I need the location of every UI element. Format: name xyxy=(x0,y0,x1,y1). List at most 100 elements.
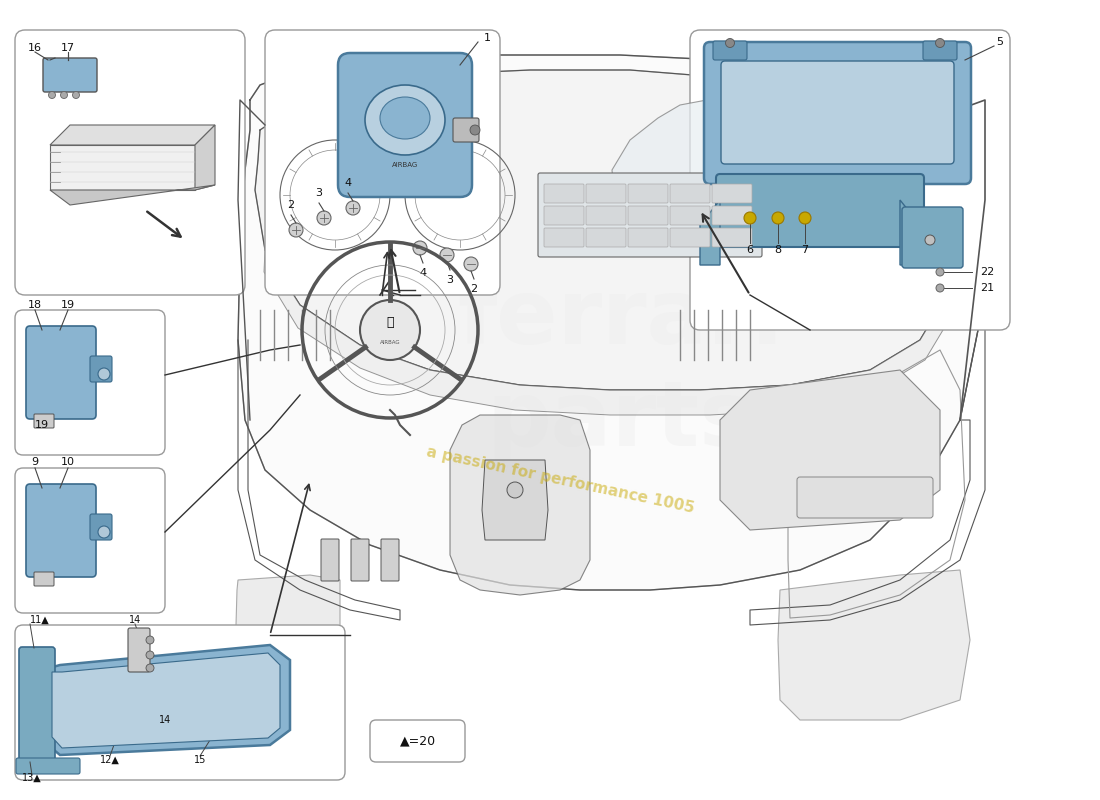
Text: ferrari
parts: ferrari parts xyxy=(458,275,783,465)
Circle shape xyxy=(360,300,420,360)
FancyBboxPatch shape xyxy=(628,184,668,203)
FancyBboxPatch shape xyxy=(670,206,710,225)
Polygon shape xyxy=(235,575,340,730)
Circle shape xyxy=(146,636,154,644)
Ellipse shape xyxy=(379,97,430,139)
Text: 10: 10 xyxy=(60,457,75,467)
FancyBboxPatch shape xyxy=(798,477,933,518)
FancyBboxPatch shape xyxy=(586,228,626,247)
FancyBboxPatch shape xyxy=(370,720,465,762)
Text: 3: 3 xyxy=(316,188,322,198)
FancyBboxPatch shape xyxy=(712,228,752,247)
Polygon shape xyxy=(612,90,920,238)
FancyBboxPatch shape xyxy=(43,58,97,92)
Circle shape xyxy=(936,284,944,292)
Polygon shape xyxy=(52,653,280,748)
Text: 18: 18 xyxy=(28,300,42,310)
FancyBboxPatch shape xyxy=(544,228,584,247)
Text: 4: 4 xyxy=(344,178,352,188)
FancyBboxPatch shape xyxy=(704,42,971,184)
FancyBboxPatch shape xyxy=(716,174,924,247)
Text: 2: 2 xyxy=(471,284,477,294)
Text: 1: 1 xyxy=(484,33,491,43)
Circle shape xyxy=(48,91,55,98)
Circle shape xyxy=(60,91,67,98)
FancyBboxPatch shape xyxy=(544,184,584,203)
Text: a passion for performance 1005: a passion for performance 1005 xyxy=(425,444,695,516)
FancyBboxPatch shape xyxy=(15,468,165,613)
Circle shape xyxy=(146,664,154,672)
Text: ▲=20: ▲=20 xyxy=(400,734,436,747)
FancyBboxPatch shape xyxy=(453,118,478,142)
FancyBboxPatch shape xyxy=(16,758,80,774)
Circle shape xyxy=(464,257,478,271)
Circle shape xyxy=(799,212,811,224)
Polygon shape xyxy=(264,250,955,415)
Circle shape xyxy=(936,268,944,276)
FancyBboxPatch shape xyxy=(712,184,752,203)
Text: 9: 9 xyxy=(32,457,39,467)
FancyBboxPatch shape xyxy=(321,539,339,581)
Circle shape xyxy=(98,526,110,538)
Text: 2: 2 xyxy=(287,200,295,210)
Polygon shape xyxy=(50,185,215,205)
Circle shape xyxy=(412,241,427,255)
Text: 14: 14 xyxy=(158,715,172,725)
Text: 11▲: 11▲ xyxy=(30,615,50,625)
FancyBboxPatch shape xyxy=(544,206,584,225)
FancyBboxPatch shape xyxy=(690,30,1010,330)
Circle shape xyxy=(507,482,522,498)
Text: 6: 6 xyxy=(747,245,754,255)
FancyBboxPatch shape xyxy=(670,228,710,247)
Ellipse shape xyxy=(365,85,446,155)
Polygon shape xyxy=(255,70,965,390)
FancyBboxPatch shape xyxy=(586,206,626,225)
Text: 15: 15 xyxy=(194,755,206,765)
Text: 16: 16 xyxy=(28,43,42,53)
FancyBboxPatch shape xyxy=(34,414,54,428)
FancyBboxPatch shape xyxy=(338,53,472,197)
Text: 7: 7 xyxy=(802,245,808,255)
Polygon shape xyxy=(195,125,214,190)
Polygon shape xyxy=(238,55,985,590)
FancyBboxPatch shape xyxy=(713,41,747,60)
Circle shape xyxy=(726,38,735,47)
Text: 8: 8 xyxy=(774,245,782,255)
FancyBboxPatch shape xyxy=(538,173,762,257)
Text: 13▲: 13▲ xyxy=(22,773,42,783)
FancyBboxPatch shape xyxy=(923,41,957,60)
Polygon shape xyxy=(482,460,548,540)
Circle shape xyxy=(925,235,935,245)
Circle shape xyxy=(772,212,784,224)
FancyBboxPatch shape xyxy=(15,30,245,295)
Polygon shape xyxy=(778,570,970,720)
Circle shape xyxy=(289,223,302,237)
FancyBboxPatch shape xyxy=(381,539,399,581)
Polygon shape xyxy=(450,415,590,595)
Circle shape xyxy=(98,368,110,380)
Text: 19: 19 xyxy=(60,300,75,310)
FancyBboxPatch shape xyxy=(128,628,150,672)
Circle shape xyxy=(935,38,945,47)
FancyBboxPatch shape xyxy=(586,184,626,203)
Text: 14: 14 xyxy=(129,615,141,625)
Text: 19: 19 xyxy=(35,420,50,430)
Text: 4: 4 xyxy=(419,268,427,278)
Circle shape xyxy=(73,91,79,98)
Polygon shape xyxy=(720,370,940,530)
FancyBboxPatch shape xyxy=(720,61,954,164)
Circle shape xyxy=(440,248,454,262)
Text: AIRBAG: AIRBAG xyxy=(379,339,400,345)
Text: 5: 5 xyxy=(997,37,1003,47)
Circle shape xyxy=(346,201,360,215)
FancyBboxPatch shape xyxy=(670,184,710,203)
Circle shape xyxy=(744,212,756,224)
Circle shape xyxy=(146,651,154,659)
FancyBboxPatch shape xyxy=(26,484,96,577)
FancyBboxPatch shape xyxy=(628,228,668,247)
Text: 12▲: 12▲ xyxy=(100,755,120,765)
Text: 3: 3 xyxy=(447,275,453,285)
FancyBboxPatch shape xyxy=(15,625,345,780)
FancyBboxPatch shape xyxy=(712,206,752,225)
Polygon shape xyxy=(50,145,195,190)
